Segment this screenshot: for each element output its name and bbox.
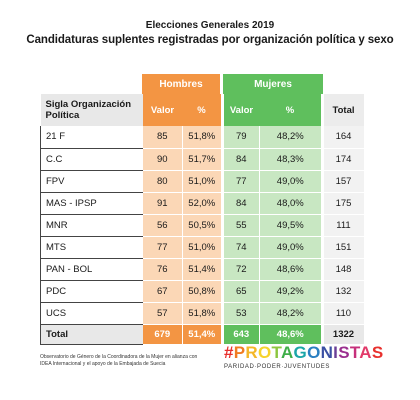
column-header-valor-mujeres: Valor <box>223 94 260 126</box>
brand-tagline: PARIDAD·PODER·JUVENTUDES <box>224 364 330 370</box>
cell-total: 164 <box>323 126 364 149</box>
cell-hombres-pct: 51,7% <box>182 148 221 171</box>
cell-sigla: MAS - IPSP <box>40 192 143 215</box>
cell-hombres-valor: 76 <box>142 258 183 281</box>
cell-hombres-valor: 91 <box>142 192 183 215</box>
column-header-pct-hombres: % <box>182 94 221 126</box>
supertitle: Elecciones Generales 2019 <box>145 20 275 31</box>
cell-mujeres-pct: 48,6% <box>259 324 321 345</box>
cell-hombres-valor: 679 <box>142 324 183 345</box>
cell-mujeres-valor: 84 <box>223 148 260 171</box>
group-header-mujeres: Mujeres <box>223 74 323 94</box>
cell-sigla: FPV <box>40 170 143 193</box>
cell-mujeres-valor: 55 <box>223 214 260 237</box>
cell-total: 132 <box>323 280 364 303</box>
table-row: MTS 77 51,0% 74 49,0% 151 <box>40 236 364 259</box>
cell-mujeres-valor: 84 <box>223 192 260 215</box>
cell-mujeres-valor: 79 <box>223 126 260 149</box>
cell-mujeres-pct: 48,2% <box>259 126 321 149</box>
column-header-sigla: Sigla Organización Política <box>40 94 143 126</box>
table-row: MAS - IPSP 91 52,0% 84 48,0% 175 <box>40 192 364 215</box>
cell-mujeres-valor: 643 <box>223 324 260 345</box>
cell-hombres-valor: 80 <box>142 170 183 193</box>
cell-sigla: Total <box>40 324 143 345</box>
credit-note: Observatorio de Género de la Coordinador… <box>40 354 198 367</box>
cell-sigla: 21 F <box>40 126 143 149</box>
cell-total: 175 <box>323 192 364 215</box>
cell-hombres-pct: 52,0% <box>182 192 221 215</box>
cell-mujeres-valor: 77 <box>223 170 260 193</box>
cell-sigla: UCS <box>40 302 143 325</box>
cell-mujeres-pct: 49,0% <box>259 236 321 259</box>
cell-total: 157 <box>323 170 364 193</box>
cell-total: 148 <box>323 258 364 281</box>
cell-hombres-pct: 50,5% <box>182 214 221 237</box>
cell-sigla: PAN - BOL <box>40 258 143 281</box>
cell-mujeres-pct: 48,2% <box>259 302 321 325</box>
cell-sigla: C.C <box>40 148 143 171</box>
group-header-hombres: Hombres <box>142 74 220 94</box>
brand-logo: #PROTAGONISTAS <box>224 343 384 362</box>
table-row: FPV 80 51,0% 77 49,0% 157 <box>40 170 364 193</box>
cell-mujeres-valor: 53 <box>223 302 260 325</box>
cell-hombres-pct: 51,0% <box>182 236 221 259</box>
total-row: Total 679 51,4% 643 48,6% 1322 <box>40 324 364 345</box>
cell-hombres-valor: 56 <box>142 214 183 237</box>
cell-hombres-pct: 51,4% <box>182 258 221 281</box>
table-row: MNR 56 50,5% 55 49,5% 111 <box>40 214 364 237</box>
cell-hombres-pct: 51,8% <box>182 302 221 325</box>
table-row: PAN - BOL 76 51,4% 72 48,6% 148 <box>40 258 364 281</box>
cell-hombres-valor: 90 <box>142 148 183 171</box>
cell-mujeres-pct: 48,6% <box>259 258 321 281</box>
cell-mujeres-pct: 49,5% <box>259 214 321 237</box>
cell-hombres-pct: 51,0% <box>182 170 221 193</box>
cell-hombres-pct: 50,8% <box>182 280 221 303</box>
cell-total: 110 <box>323 302 364 325</box>
cell-mujeres-pct: 49,0% <box>259 170 321 193</box>
cell-total: 111 <box>323 214 364 237</box>
cell-total: 174 <box>323 148 364 171</box>
column-header-pct-mujeres: % <box>259 94 321 126</box>
table-row: C.C 90 51,7% 84 48,3% 174 <box>40 148 364 171</box>
cell-hombres-valor: 67 <box>142 280 183 303</box>
cell-mujeres-valor: 72 <box>223 258 260 281</box>
table-row: UCS 57 51,8% 53 48,2% 110 <box>40 302 364 325</box>
cell-sigla: MNR <box>40 214 143 237</box>
cell-hombres-valor: 85 <box>142 126 183 149</box>
candidaturas-table: Sigla Organización Política Valor % Valo… <box>40 94 364 345</box>
cell-hombres-pct: 51,8% <box>182 126 221 149</box>
cell-sigla: MTS <box>40 236 143 259</box>
cell-hombres-valor: 57 <box>142 302 183 325</box>
cell-mujeres-pct: 48,3% <box>259 148 321 171</box>
cell-total: 151 <box>323 236 364 259</box>
page-title: Candidaturas suplentes registradas por o… <box>26 34 394 46</box>
table-row: 21 F 85 51,8% 79 48,2% 164 <box>40 126 364 149</box>
column-header-valor-hombres: Valor <box>142 94 183 126</box>
cell-mujeres-pct: 49,2% <box>259 280 321 303</box>
cell-hombres-valor: 77 <box>142 236 183 259</box>
column-header-total: Total <box>323 94 364 126</box>
column-header-row: Sigla Organización Política Valor % Valo… <box>40 94 364 126</box>
cell-mujeres-pct: 48,0% <box>259 192 321 215</box>
cell-mujeres-valor: 65 <box>223 280 260 303</box>
cell-hombres-pct: 51,4% <box>182 324 221 345</box>
cell-total: 1322 <box>323 324 364 345</box>
cell-sigla: PDC <box>40 280 143 303</box>
table-row: PDC 67 50,8% 65 49,2% 132 <box>40 280 364 303</box>
cell-mujeres-valor: 74 <box>223 236 260 259</box>
